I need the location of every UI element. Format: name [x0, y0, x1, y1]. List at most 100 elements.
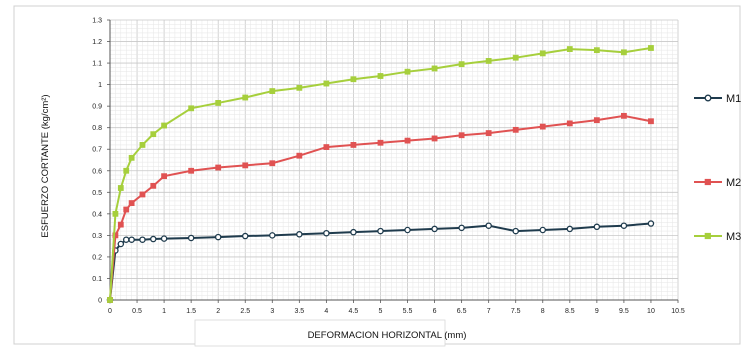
x-tick-label: 8 [541, 308, 545, 315]
y-tick-label: 1.1 [92, 61, 102, 68]
point-m3 [431, 65, 438, 72]
y-tick-label: 1.2 [92, 39, 102, 46]
point-m2 [485, 130, 492, 136]
x-tick-label: 3.5 [294, 308, 304, 315]
point-m2 [404, 137, 411, 144]
point-m3 [296, 84, 303, 91]
legend-label-m1: M1 [726, 93, 741, 105]
point-m2 [512, 126, 519, 133]
y-tick-label: 0.8 [92, 125, 102, 132]
point-m1 [647, 220, 655, 227]
x-tick-label: 0.5 [132, 308, 142, 315]
x-tick-label: 2.5 [240, 308, 250, 315]
x-tick-label: 7.5 [511, 308, 521, 315]
point-m1 [187, 234, 195, 242]
axes [109, 20, 678, 301]
point-m2 [296, 152, 303, 159]
point-m3 [128, 154, 135, 161]
point-m3 [117, 185, 124, 191]
x-tick-labels: 0 0.5 1 1.5 2 2.5 3 3.5 4 4.5 5 5.5 6 6.5 7 7.5 8 8.5 9 9.5… [108, 300, 685, 315]
legend: M1 M2 M3 [694, 93, 741, 243]
point-m1 [485, 222, 492, 229]
point-m2 [593, 117, 600, 124]
point-m1 [350, 228, 357, 236]
point-m3 [150, 131, 157, 138]
point-m3 [621, 49, 627, 56]
grid [109, 19, 679, 301]
x-tick-label: 1 [162, 308, 166, 315]
point-m2 [188, 167, 195, 174]
point-m3 [593, 47, 600, 54]
series-group [106, 45, 655, 304]
point-m3 [161, 122, 167, 129]
x-tick-label: 6 [433, 308, 437, 315]
x-tick-label: 3 [270, 308, 274, 315]
point-m1 [122, 236, 130, 243]
point-m3 [458, 61, 465, 68]
point-m2 [431, 135, 438, 142]
point-m2 [323, 144, 330, 150]
x-tick-label: 4.5 [349, 308, 359, 315]
point-m3 [242, 94, 249, 101]
point-m2 [128, 200, 135, 206]
point-m1 [593, 223, 601, 231]
point-m2 [566, 120, 573, 127]
x-tick-label: 10 [647, 308, 655, 315]
y-tick-label: 0.6 [92, 168, 102, 175]
y-tick-label: 0.3 [92, 233, 102, 240]
point-m2 [648, 118, 654, 125]
x-tick-label: 7 [487, 308, 491, 315]
y-axis-title: ESFUERZO CORTANTE (kg/cm²) [40, 94, 51, 237]
x-tick-label: 2 [216, 308, 220, 315]
point-m2 [123, 206, 130, 213]
point-m1 [566, 225, 574, 233]
point-m2 [117, 221, 124, 228]
point-m2 [150, 182, 157, 189]
point-m3 [139, 142, 146, 148]
point-m2 [458, 132, 465, 139]
y-tick-label: 0.5 [92, 190, 102, 197]
x-tick-label: 8.5 [565, 308, 575, 315]
point-m2 [161, 173, 167, 180]
x-tick-label: 10.5 [671, 308, 685, 315]
point-m3 [107, 297, 113, 303]
point-m1 [431, 225, 438, 233]
y-tick-label: 0 [98, 298, 102, 305]
point-m1 [512, 227, 519, 235]
legend-marker-m1 [704, 94, 712, 102]
y-tick-label: 1 [98, 82, 102, 89]
point-m1 [160, 235, 168, 242]
point-m3 [512, 54, 519, 61]
point-m1 [117, 240, 125, 248]
point-m2 [350, 142, 357, 148]
point-m2 [139, 191, 146, 198]
legend-marker-m2 [704, 178, 711, 186]
point-m1 [620, 222, 628, 229]
legend-marker-m3 [704, 232, 711, 240]
point-m1 [296, 231, 303, 238]
point-m1 [323, 229, 330, 237]
point-m3 [123, 167, 130, 174]
point-m2 [269, 160, 276, 167]
point-m1 [139, 236, 146, 243]
point-m2 [377, 139, 384, 146]
point-m1 [539, 226, 547, 234]
x-tick-label: 5 [379, 308, 383, 315]
y-tick-labels: 0 0.1 0.2 0.3 0.4 0.5 0.6 0.7 0.8 0.9 1 1.1 1.2 1.3 [92, 18, 110, 305]
point-m3 [112, 210, 119, 217]
y-tick-label: 0.7 [92, 147, 102, 154]
point-m2 [215, 164, 222, 171]
point-m2 [112, 232, 119, 239]
point-m1 [214, 233, 222, 241]
y-tick-label: 0.4 [92, 211, 102, 218]
x-tick-label: 1.5 [186, 308, 196, 315]
y-tick-label: 0.2 [92, 254, 102, 261]
point-m3 [648, 45, 654, 51]
y-tick-label: 0.1 [92, 276, 102, 283]
point-m3 [269, 88, 276, 94]
legend-label-m2: M2 [726, 177, 741, 189]
point-m1 [269, 232, 276, 239]
y-tick-label: 0.9 [92, 104, 102, 111]
